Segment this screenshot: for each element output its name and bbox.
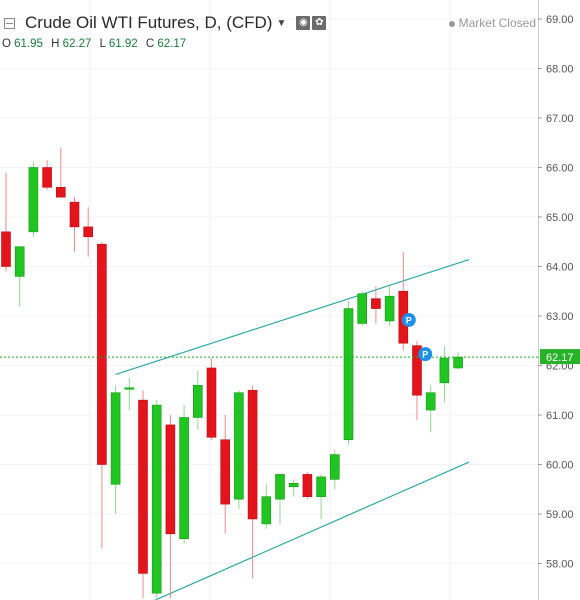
candle-body-14[interactable] [193, 384, 203, 418]
high-label: H [51, 38, 60, 50]
candle-body-7[interactable] [97, 243, 107, 465]
caret-down-icon[interactable]: ▼ [276, 17, 287, 29]
candle-body-15[interactable] [206, 367, 217, 438]
chart-header: Crude Oil WTI Futures, D, (CFD) ▼ ◉ ✿ [0, 10, 328, 36]
open-value: 61.95 [14, 38, 43, 50]
open-label: O [2, 38, 11, 50]
candle-body-11[interactable] [151, 404, 162, 594]
low-value: 61.92 [108, 38, 138, 50]
candle-body-10[interactable] [138, 399, 148, 574]
price-tick-label-1: 68.00 [546, 64, 574, 76]
close-label: C [145, 38, 155, 50]
price-axis-bg [538, 0, 580, 600]
last-price-badge-label: 62.17 [546, 352, 574, 364]
candle-body-17[interactable] [234, 392, 244, 500]
candle-body-16[interactable] [220, 439, 230, 505]
candle-body-19[interactable] [261, 496, 272, 525]
price-tick-label-9: 60.00 [546, 460, 574, 472]
event-marker-label-0: P [406, 315, 412, 325]
candle-body-31[interactable] [425, 392, 436, 411]
event-marker-label-1: P [422, 350, 428, 360]
eye-icon[interactable]: ◉ [296, 16, 311, 30]
price-tick-label-3: 66.00 [546, 163, 574, 175]
close-value: 62.17 [157, 38, 187, 50]
candle-body-30[interactable] [412, 345, 422, 396]
channel-upper-line [115, 258, 470, 375]
candle-body-21[interactable] [288, 483, 299, 488]
candle-body-26[interactable] [357, 293, 368, 324]
price-tick-label-6: 63.00 [546, 311, 574, 323]
candle-body-13[interactable] [179, 417, 189, 540]
candle-body-9[interactable] [124, 387, 135, 390]
candle-body-23[interactable] [316, 476, 326, 497]
candle-body-8[interactable] [110, 392, 121, 485]
candle-body-24[interactable] [329, 454, 340, 480]
candle-body-4[interactable] [55, 187, 66, 198]
symbol-title[interactable]: Crude Oil WTI Futures, D, (CFD) [25, 13, 273, 32]
price-tick-label-4: 65.00 [546, 212, 574, 224]
price-tick-label-11: 58.00 [546, 559, 574, 571]
candle-body-32[interactable] [439, 357, 450, 384]
price-tick-label-8: 61.00 [546, 410, 574, 422]
last-price-badge [540, 349, 580, 365]
candle-body-20[interactable] [275, 474, 285, 500]
event-marker-1[interactable] [418, 347, 433, 362]
price-tick-label-5: 64.00 [546, 262, 574, 274]
candle-body-22[interactable] [302, 474, 313, 497]
candle-body-5[interactable] [69, 201, 80, 228]
settings-gear-icon[interactable]: ✿ [312, 16, 327, 30]
status-dot-icon [448, 20, 455, 27]
candle-body-25[interactable] [343, 308, 354, 441]
price-tick-label-10: 59.00 [546, 509, 574, 521]
candle-body-33[interactable] [453, 356, 463, 369]
candle-body-0[interactable] [1, 231, 11, 267]
candle-body-6[interactable] [83, 226, 93, 238]
market-status-label: Market Closed [458, 16, 536, 30]
low-label: L [99, 38, 106, 50]
candle-body-2[interactable] [28, 167, 39, 233]
candle-body-12[interactable] [165, 424, 176, 535]
candle-body-18[interactable] [247, 389, 258, 520]
candle-body-28[interactable] [384, 295, 395, 322]
event-marker-0[interactable] [401, 312, 416, 327]
ohlc-readout: O 61.95 H 62.27 L 61.92 C 62.17 [2, 38, 191, 50]
collapse-icon[interactable] [4, 17, 15, 29]
price-tick-label-2: 67.00 [546, 113, 574, 125]
high-value: 62.27 [62, 38, 92, 50]
candle-body-27[interactable] [371, 298, 381, 309]
channel-lower-line [153, 461, 470, 600]
market-status: Market Closed [448, 16, 536, 30]
price-tick-label-0: 69.00 [546, 14, 574, 26]
candle-body-3[interactable] [42, 167, 52, 188]
candle-body-1[interactable] [14, 246, 25, 277]
